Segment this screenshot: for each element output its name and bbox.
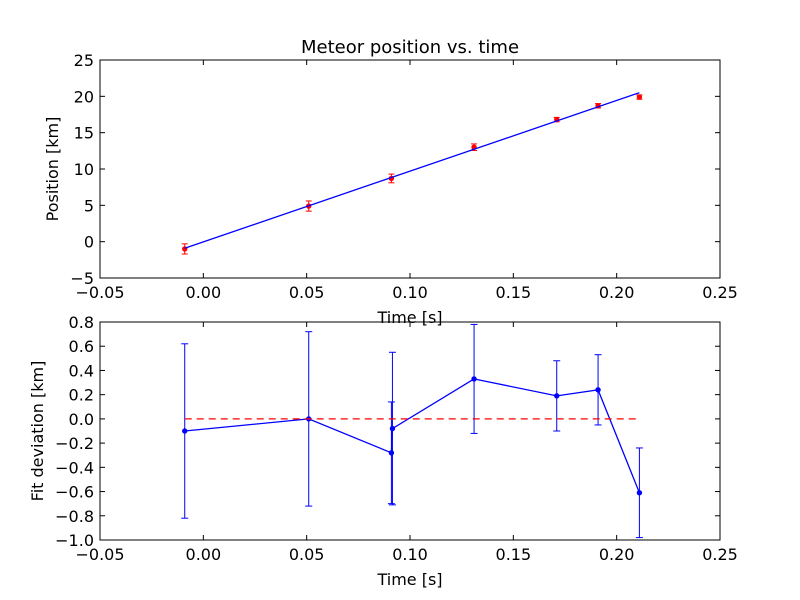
- y-tick-label: 0.6: [69, 337, 94, 356]
- data-point: [389, 425, 396, 432]
- x-tick-label: 0.00: [186, 283, 222, 302]
- x-tick-label: −0.05: [75, 283, 124, 302]
- x-tick-label: 0.00: [186, 545, 222, 564]
- x-tick-label: 0.25: [702, 545, 738, 564]
- deviation-chart: Time [s] Fit deviation [km] −0.05 0.00 0.0…: [28, 313, 738, 589]
- y-tick-label: 20: [74, 87, 94, 106]
- x-axis-label: Time [s]: [376, 570, 442, 589]
- data-point: [554, 393, 560, 399]
- x-tick-label: 0.15: [496, 283, 532, 302]
- x-tick-label: 0.25: [702, 283, 738, 302]
- y-tick-label: 0: [84, 233, 94, 252]
- y-tick-label: 0.4: [69, 361, 94, 380]
- y-tick-label: −0.8: [55, 507, 94, 526]
- y-axis-label: Position [km]: [43, 117, 62, 222]
- x-tick-label: 0.10: [392, 283, 428, 302]
- plot-frame: [99, 59, 721, 279]
- chart-title: Meteor position vs. time: [301, 37, 519, 58]
- y-axis-label: Fit deviation [km]: [28, 361, 47, 502]
- x-tick-label: 0.10: [392, 545, 428, 564]
- y-tick-label: −1.0: [55, 531, 94, 550]
- y-tick-label: −0.4: [55, 458, 94, 477]
- data-point: [471, 376, 477, 382]
- y-tick-label: 15: [74, 124, 94, 143]
- y-tick-label: −0.6: [55, 483, 94, 502]
- data-point: [388, 450, 395, 456]
- x-tick-label: 0.05: [289, 283, 325, 302]
- x-tick-label: 0.20: [599, 283, 635, 302]
- x-tick-label: −0.05: [75, 545, 124, 564]
- fit-line: [184, 92, 640, 249]
- y-tick-label: −5: [70, 269, 94, 288]
- x-tick-label: 0.05: [289, 545, 325, 564]
- y-tick-label: 0.8: [69, 313, 94, 332]
- deviation-line: [184, 378, 641, 494]
- y-tick-label: 0.2: [69, 386, 94, 405]
- data-point: [636, 490, 643, 496]
- plot-frame: [99, 321, 721, 541]
- y-tick-label: 0.0: [69, 410, 94, 429]
- x-tick-label: 0.15: [496, 545, 532, 564]
- y-tick-label: 5: [84, 196, 94, 215]
- data-point: [595, 387, 601, 393]
- data-point: [182, 428, 188, 434]
- x-tick-label: 0.20: [599, 545, 635, 564]
- y-tick-label: −0.2: [55, 434, 94, 453]
- position-chart: Meteor position vs. time Time [s] Positi…: [43, 37, 738, 327]
- y-tick-label: 10: [74, 160, 94, 179]
- data-point: [636, 94, 643, 100]
- y-tick-label: 25: [74, 51, 94, 70]
